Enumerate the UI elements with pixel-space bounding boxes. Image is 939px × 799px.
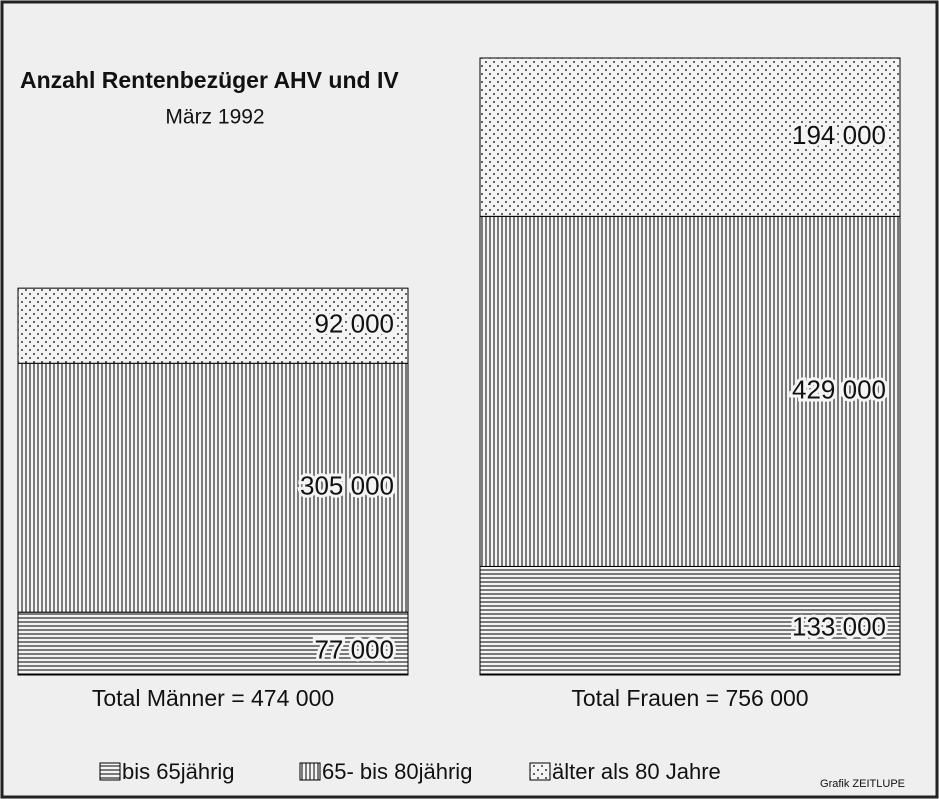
page: Anzahl Rentenbezüger AHV und IV März 199…	[0, 0, 939, 799]
x-tick-label: Total Männer = 474 000	[92, 685, 334, 711]
x-tick-label: Total Frauen = 756 000	[571, 685, 808, 711]
legend-swatch	[300, 763, 320, 780]
chart-subtitle: März 1992	[165, 106, 264, 129]
legend-swatch	[100, 763, 120, 780]
value-label: 77 000	[314, 634, 394, 664]
chart-title: Anzahl Rentenbezüger AHV und IV	[20, 67, 399, 93]
value-label: 194 000	[792, 120, 886, 150]
value-label: 305 000	[300, 471, 394, 501]
value-label: 133 000	[792, 612, 886, 642]
chart: Anzahl Rentenbezüger AHV und IV März 199…	[0, 0, 939, 799]
legend-label: bis 65jährig	[122, 759, 235, 784]
legend-swatch	[530, 763, 550, 780]
value-label: 429 000	[792, 374, 886, 404]
credit: Grafik ZEITLUPE	[820, 778, 905, 790]
legend-label: älter als 80 Jahre	[552, 759, 721, 784]
legend-label: 65- bis 80jährig	[322, 759, 472, 784]
value-label: 92 000	[314, 309, 394, 339]
